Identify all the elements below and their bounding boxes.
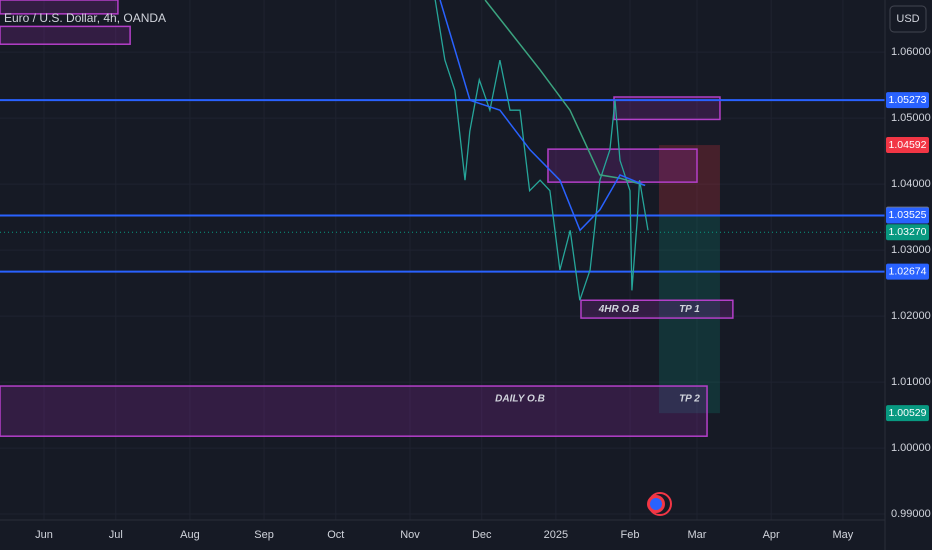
y-tick-label: 1.05000	[891, 112, 931, 124]
y-tick-label: 1.02000	[891, 310, 931, 322]
x-tick-label: Oct	[327, 529, 344, 541]
order-block	[580, 299, 734, 319]
zone-label: DAILY O.B	[495, 394, 545, 405]
x-tick-label: May	[833, 529, 854, 541]
price-marker-label: 1.05273	[889, 94, 927, 106]
chart-title: Euro / U.S. Dollar, 4h, OANDA	[4, 11, 166, 25]
order-block	[0, 0, 119, 15]
y-tick-label: 1.00000	[891, 442, 931, 454]
price-series	[484, 0, 646, 187]
order-block	[0, 25, 131, 45]
price-marker	[886, 263, 929, 280]
y-tick-label: 1.01000	[891, 376, 931, 388]
price-series	[434, 0, 649, 301]
zone-label: 4HR O.B	[598, 304, 640, 315]
x-tick-label: Aug	[180, 529, 200, 541]
currency: USD	[896, 13, 919, 25]
x-tick-label: 2025	[544, 529, 568, 541]
price-marker	[886, 405, 929, 422]
target-label: TP 1	[679, 304, 700, 315]
x-tick-label: Mar	[688, 529, 707, 541]
x-tick-label: Apr	[763, 529, 780, 541]
y-tick-label: 1.06000	[891, 46, 931, 58]
order-block	[0, 385, 708, 437]
x-tick-label: Jul	[109, 529, 123, 541]
price-marker-label: 1.02674	[889, 265, 927, 277]
price-marker-label: 1.04592	[889, 139, 927, 151]
x-tick-label: Jun	[35, 529, 53, 541]
price-marker-label: 1.03270	[889, 226, 927, 238]
currency-button[interactable]	[889, 5, 927, 33]
y-tick-label: 1.03000	[891, 244, 931, 256]
y-tick-label: 1.04000	[891, 178, 931, 190]
x-tick-label: Feb	[621, 529, 640, 541]
price-marker-label: 1.03525	[889, 209, 927, 221]
y-tick-label: 0.99000	[891, 508, 931, 520]
x-tick-label: Sep	[254, 529, 274, 541]
stop-zone	[658, 145, 720, 216]
price-series	[439, 0, 646, 232]
price-marker	[886, 224, 929, 241]
order-block	[547, 148, 698, 183]
x-tick-label: Nov	[400, 529, 420, 541]
price-marker	[886, 137, 929, 154]
event-icon[interactable]	[647, 492, 672, 516]
target-zone	[658, 215, 720, 414]
price-marker-label: 1.00529	[889, 407, 927, 419]
price-marker	[886, 92, 929, 109]
price-marker	[886, 207, 929, 224]
x-tick-label: Dec	[472, 529, 492, 541]
target-label: TP 2	[679, 394, 700, 405]
